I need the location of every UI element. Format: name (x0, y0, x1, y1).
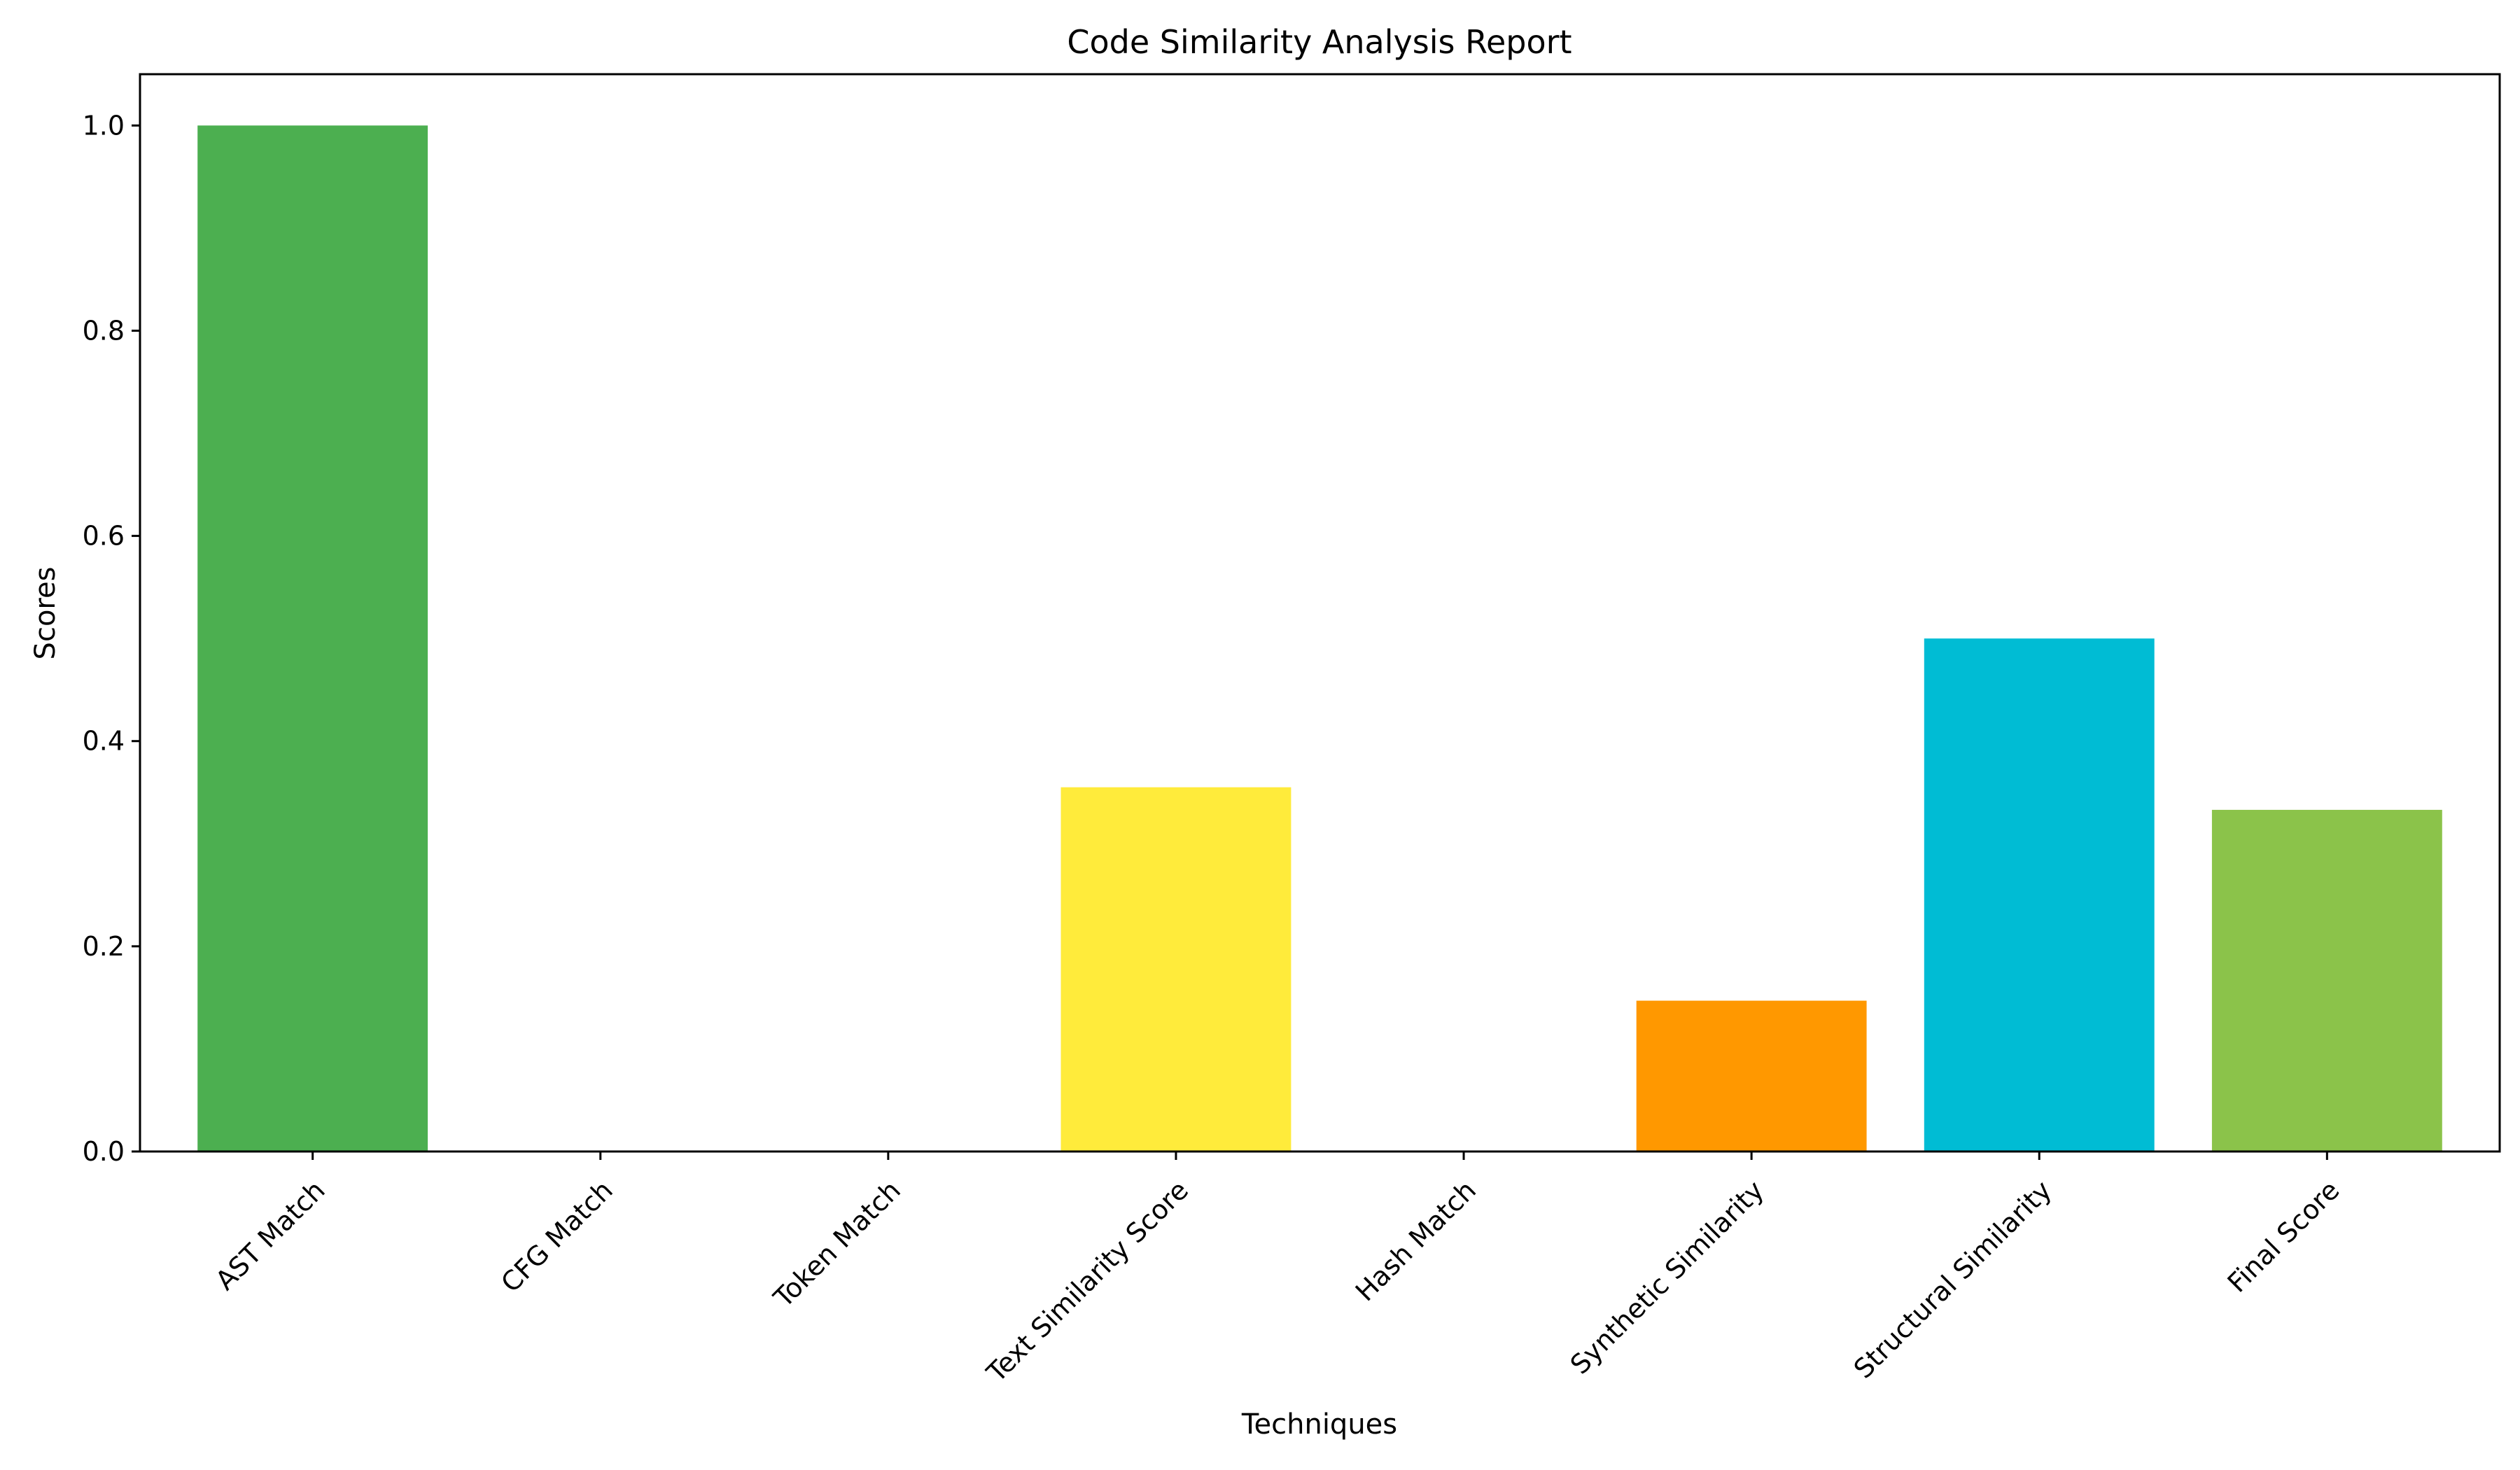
x-tick-label: CFG Match (495, 1175, 619, 1298)
y-axis-label: Scores (29, 567, 62, 660)
x-tick-label: Hash Match (1350, 1175, 1482, 1307)
chart-title: Code Similarity Analysis Report (1067, 23, 1572, 61)
bar-synthetic-similarity (1636, 1000, 1867, 1152)
y-tick-label: 0.0 (83, 1136, 125, 1167)
bars-group (197, 125, 2442, 1152)
y-tick-label: 0.8 (83, 315, 125, 346)
x-tick-label: Structural Similarity (1848, 1175, 2058, 1385)
y-tick-label: 1.0 (83, 110, 125, 141)
x-axis-label: Techniques (1241, 1408, 1397, 1441)
x-axis: AST Match CFG Match Token Match Text Simila… (209, 1152, 2346, 1389)
x-tick-label: Token Match (767, 1175, 906, 1314)
x-tick-label: Synthetic Similarity (1564, 1175, 1770, 1380)
x-tick-label: AST Match (209, 1175, 330, 1296)
y-tick-label: 0.2 (83, 931, 125, 962)
bar-final-score (2211, 809, 2442, 1152)
x-tick-label: Text Similarity Score (981, 1175, 1195, 1389)
bar-structural-similarity (1924, 638, 2155, 1152)
bar-text-similarity-score (1060, 787, 1292, 1152)
plot-frame (139, 73, 2501, 1153)
y-tick-label: 0.4 (83, 726, 125, 757)
bar-ast-match (197, 125, 428, 1152)
x-tick-label: Final Score (2222, 1175, 2346, 1298)
y-axis: 0.0 0.2 0.4 0.6 0.8 1.0 (83, 110, 140, 1167)
y-tick-label: 0.6 (83, 521, 125, 552)
